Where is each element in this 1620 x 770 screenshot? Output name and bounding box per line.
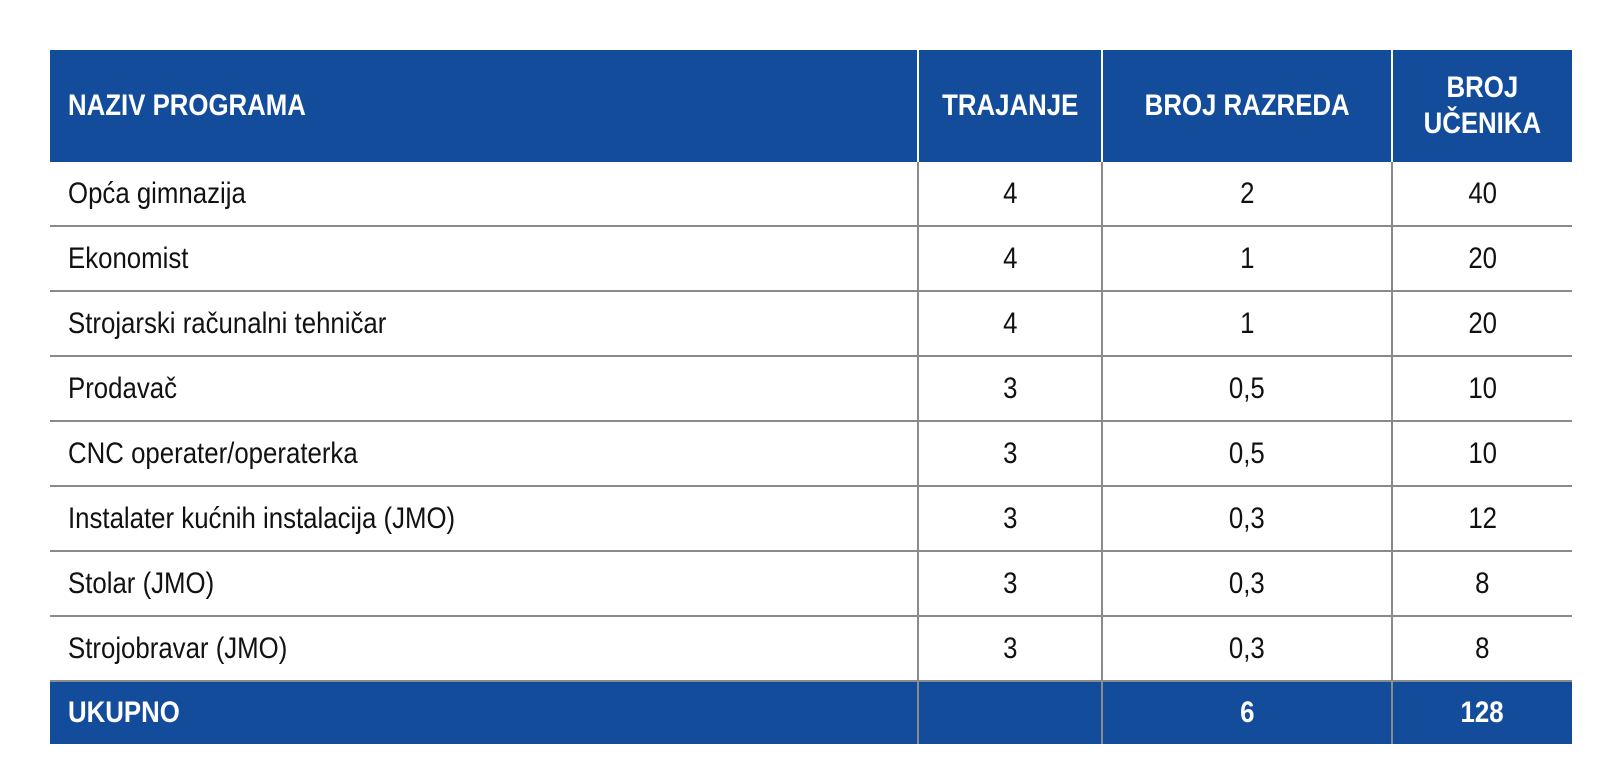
cell-broj-razreda: 0,3 (1101, 551, 1392, 617)
total-trajanje (917, 681, 1102, 744)
total-label: UKUPNO (50, 681, 918, 744)
table-row: CNC operater/operaterka 3 0,5 10 (50, 421, 1572, 487)
cell-broj-razreda: 1 (1101, 226, 1392, 292)
cell-broj-ucenika: 12 (1391, 486, 1572, 552)
cell-naziv-programa: Stolar (JMO) (50, 551, 918, 617)
table-row: Stolar (JMO) 3 0,3 8 (50, 551, 1572, 617)
cell-trajanje: 4 (917, 226, 1102, 292)
cell-broj-ucenika: 10 (1391, 356, 1572, 422)
cell-broj-ucenika: 10 (1391, 421, 1572, 487)
cell-broj-razreda: 1 (1101, 291, 1392, 357)
cell-broj-ucenika: 40 (1391, 162, 1572, 227)
cell-broj-ucenika: 8 (1391, 616, 1572, 682)
header-naziv-programa: NAZIV PROGRAMA (50, 50, 918, 162)
cell-broj-ucenika: 20 (1391, 291, 1572, 357)
table-row: Strojarski računalni tehničar 4 1 20 (50, 291, 1572, 357)
programs-table-container: NAZIV PROGRAMA TRAJANJE BROJ RAZREDA BRO… (50, 50, 1572, 744)
table-row: Prodavač 3 0,5 10 (50, 356, 1572, 422)
cell-trajanje: 3 (917, 421, 1102, 487)
cell-trajanje: 3 (917, 356, 1102, 422)
table-footer: UKUPNO 6 128 (50, 681, 1572, 744)
programs-table: NAZIV PROGRAMA TRAJANJE BROJ RAZREDA BRO… (50, 50, 1572, 744)
total-row: UKUPNO 6 128 (50, 681, 1572, 744)
cell-naziv-programa: Instalater kućnih instalacija (JMO) (50, 486, 918, 552)
table-row: Instalater kućnih instalacija (JMO) 3 0,3 1… (50, 486, 1572, 552)
cell-broj-ucenika: 20 (1391, 226, 1572, 292)
cell-broj-razreda: 0,3 (1101, 616, 1392, 682)
table-body: Opća gimnazija 4 2 40 Ekonomist 4 1 20 Strojarsk… (50, 162, 1572, 682)
header-broj-ucenika: BROJ UČENIKA (1391, 50, 1572, 162)
cell-broj-razreda: 0,5 (1101, 356, 1392, 422)
cell-trajanje: 3 (917, 551, 1102, 617)
cell-naziv-programa: Strojobravar (JMO) (50, 616, 918, 682)
cell-broj-razreda: 0,5 (1101, 421, 1392, 487)
cell-trajanje: 4 (917, 291, 1102, 357)
cell-naziv-programa: Ekonomist (50, 226, 918, 292)
cell-naziv-programa: CNC operater/operaterka (50, 421, 918, 487)
header-broj-razreda: BROJ RAZREDA (1101, 50, 1392, 162)
cell-naziv-programa: Strojarski računalni tehničar (50, 291, 918, 357)
cell-naziv-programa: Prodavač (50, 356, 918, 422)
cell-broj-razreda: 0,3 (1101, 486, 1392, 552)
table-header: NAZIV PROGRAMA TRAJANJE BROJ RAZREDA BRO… (50, 50, 1572, 162)
cell-naziv-programa: Opća gimnazija (50, 162, 918, 227)
total-broj-razreda: 6 (1101, 681, 1392, 744)
header-trajanje: TRAJANJE (917, 50, 1102, 162)
cell-trajanje: 3 (917, 486, 1102, 552)
cell-trajanje: 3 (917, 616, 1102, 682)
cell-trajanje: 4 (917, 162, 1102, 227)
table-row: Ekonomist 4 1 20 (50, 226, 1572, 292)
table-row: Opća gimnazija 4 2 40 (50, 162, 1572, 227)
cell-broj-razreda: 2 (1101, 162, 1392, 227)
total-broj-ucenika: 128 (1391, 681, 1572, 744)
cell-broj-ucenika: 8 (1391, 551, 1572, 617)
table-row: Strojobravar (JMO) 3 0,3 8 (50, 616, 1572, 682)
